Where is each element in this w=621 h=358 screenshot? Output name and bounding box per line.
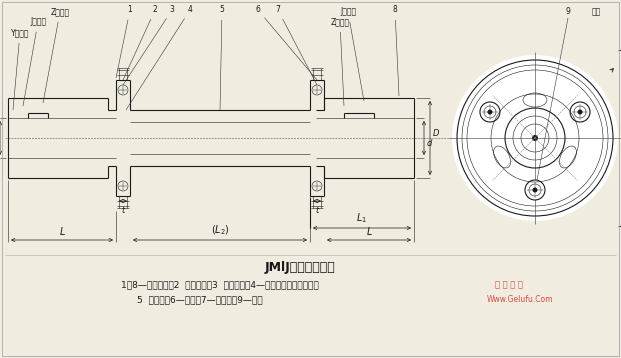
Text: 标志: 标志 <box>591 8 601 16</box>
Circle shape <box>578 110 582 115</box>
Circle shape <box>118 85 128 95</box>
Text: 2: 2 <box>153 5 157 15</box>
Circle shape <box>480 102 500 122</box>
Circle shape <box>525 180 545 200</box>
Text: Y型轴孔: Y型轴孔 <box>11 29 29 38</box>
Text: Z型轴孔: Z型轴孔 <box>50 8 70 16</box>
Bar <box>324 158 414 178</box>
Text: $(L_2)$: $(L_2)$ <box>211 223 229 237</box>
Text: 1: 1 <box>128 5 132 15</box>
Text: d: d <box>427 139 432 147</box>
Circle shape <box>452 55 618 221</box>
Circle shape <box>484 106 496 118</box>
Text: L: L <box>366 227 372 237</box>
Text: J型轴孔: J型轴孔 <box>30 18 46 26</box>
Circle shape <box>532 135 538 141</box>
Text: t: t <box>315 206 319 215</box>
Text: Z型轴孔: Z型轴孔 <box>330 18 350 26</box>
Bar <box>8 158 108 178</box>
Bar <box>116 80 130 110</box>
Text: 6: 6 <box>256 5 260 15</box>
Text: L: L <box>60 227 65 237</box>
Circle shape <box>574 106 586 118</box>
Text: 3: 3 <box>170 5 175 15</box>
Text: JMlJ型膜片联轴器: JMlJ型膜片联轴器 <box>265 261 335 275</box>
Text: 7: 7 <box>276 5 281 15</box>
Bar <box>8 98 108 118</box>
Text: 5  中间轴；6—隔圈；7—支承圈；9—膜片: 5 中间轴；6—隔圈；7—支承圈；9—膜片 <box>137 295 263 305</box>
Bar <box>310 80 324 110</box>
Circle shape <box>532 188 538 193</box>
Circle shape <box>312 181 322 191</box>
Text: 4: 4 <box>188 5 193 15</box>
Text: D: D <box>433 129 440 137</box>
Text: 8: 8 <box>392 5 397 15</box>
Text: 普 大 机 械: 普 大 机 械 <box>495 281 523 290</box>
Circle shape <box>487 110 492 115</box>
Text: 9: 9 <box>566 8 571 16</box>
Text: J型轴孔: J型轴孔 <box>340 8 356 16</box>
Circle shape <box>118 181 128 191</box>
Circle shape <box>312 85 322 95</box>
Bar <box>116 166 130 196</box>
Text: 1、8—半联轴器；2  扣紧螺母；3  六角螺母；4—六角头较制孔用螺栓；: 1、8—半联轴器；2 扣紧螺母；3 六角螺母；4—六角头较制孔用螺栓； <box>121 281 319 290</box>
Text: t: t <box>121 206 125 215</box>
Circle shape <box>529 184 541 196</box>
Bar <box>324 98 414 118</box>
Text: 5: 5 <box>220 5 224 15</box>
Circle shape <box>570 102 590 122</box>
Text: Www.Gelufu.Com: Www.Gelufu.Com <box>487 295 553 305</box>
Text: $L_1$: $L_1$ <box>356 211 368 225</box>
Bar <box>310 166 324 196</box>
